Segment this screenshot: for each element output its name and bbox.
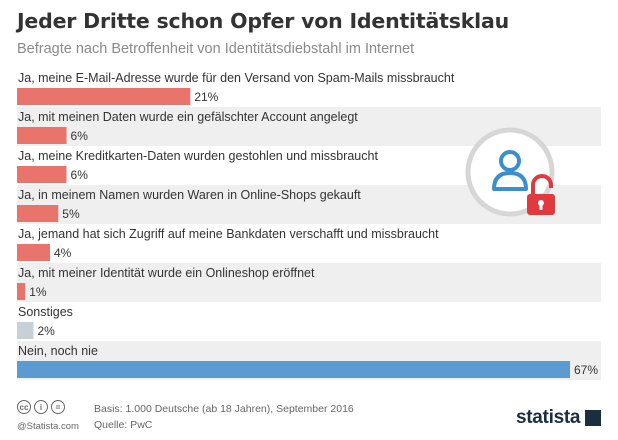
user-icon	[492, 150, 528, 191]
source-note: Quelle: PwC	[94, 419, 153, 431]
bar	[17, 88, 191, 105]
category-label: Ja, jemand hat sich Zugriff auf meine Ba…	[18, 227, 439, 241]
value-label: 1%	[29, 285, 47, 299]
bar	[17, 283, 26, 300]
category-label: Ja, in meinem Namen wurden Waren in Onli…	[18, 188, 361, 202]
category-label: Ja, mit meinen Daten wurde ein gefälscht…	[18, 110, 358, 124]
row-band	[17, 263, 601, 302]
value-label: 67%	[574, 363, 598, 377]
statista-logo-mark	[585, 410, 601, 426]
bar	[17, 205, 59, 222]
value-label: 4%	[54, 246, 72, 260]
chart-subtitle: Befragte nach Betroffenheit von Identitä…	[17, 41, 415, 57]
category-label: Sonstiges	[18, 305, 73, 319]
nd-icon[interactable]: =	[51, 400, 65, 414]
category-label: Ja, meine Kreditkarten-Daten wurden gest…	[18, 149, 378, 163]
value-label: 2%	[38, 324, 56, 338]
bar	[17, 361, 570, 378]
license-icons: cc i =	[17, 400, 65, 414]
category-label: Ja, mit meiner Identität wurde ein Onlin…	[18, 266, 315, 280]
bar	[17, 166, 67, 183]
value-label: 5%	[62, 207, 80, 221]
statista-logo[interactable]: statista	[516, 407, 581, 428]
value-label: 21%	[194, 90, 218, 104]
bar	[17, 322, 34, 339]
bar	[17, 244, 51, 261]
open-padlock-icon	[527, 174, 555, 215]
value-label: 6%	[71, 129, 89, 143]
category-label: Ja, meine E-Mail-Adresse wurde für den V…	[18, 71, 455, 85]
value-label: 6%	[71, 168, 89, 182]
statista-handle[interactable]: @Statista.com	[17, 421, 79, 432]
cc-icon[interactable]: cc	[17, 400, 31, 414]
by-icon[interactable]: i	[34, 400, 48, 414]
bar-chart: Ja, meine E-Mail-Adresse wurde für den V…	[17, 71, 601, 380]
chart-title: Jeder Dritte schon Opfer von Identitätsk…	[17, 9, 510, 33]
basis-note: Basis: 1.000 Deutsche (ab 18 Jahren), Se…	[94, 403, 354, 415]
category-label: Nein, noch nie	[18, 344, 98, 358]
bar	[17, 127, 67, 144]
